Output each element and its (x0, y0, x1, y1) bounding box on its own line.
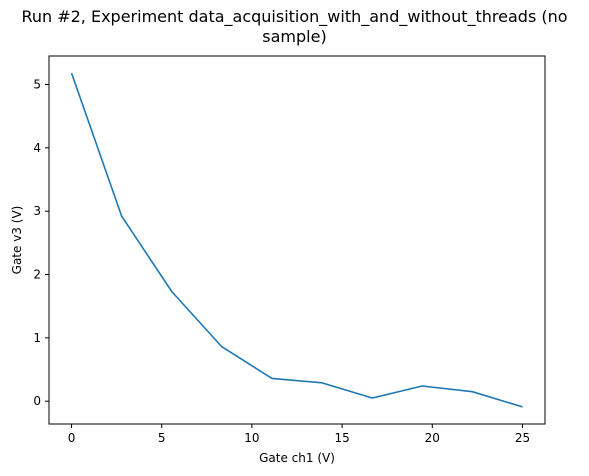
x-tick-label: 20 (425, 431, 440, 445)
chart-title-line-1: Run #2, Experiment data_acquisition_with… (21, 7, 568, 26)
y-tick-label: 4 (33, 141, 41, 155)
plot-area (48, 55, 546, 425)
x-tick-label: 15 (334, 431, 349, 445)
y-tick-label: 3 (33, 204, 41, 218)
x-tick-label: 5 (158, 431, 166, 445)
chart-title-line-2: sample) (262, 27, 327, 46)
x-axis-label: Gate ch1 (V) (259, 451, 335, 465)
y-tick-label: 5 (33, 78, 41, 92)
y-axis-label: Gate v3 (V) (10, 206, 24, 275)
x-tick-label: 25 (515, 431, 530, 445)
y-tick-label: 1 (33, 331, 41, 345)
y-tick-label: 0 (33, 394, 41, 408)
series-line (70, 72, 523, 408)
x-tick-label: 10 (244, 431, 259, 445)
x-tick-label: 0 (68, 431, 76, 445)
y-tick-label: 2 (33, 268, 41, 282)
